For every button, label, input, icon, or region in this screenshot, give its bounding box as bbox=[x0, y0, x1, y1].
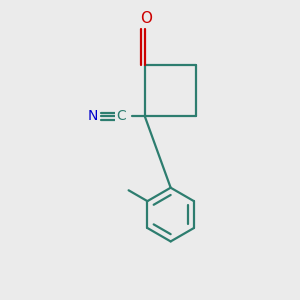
Text: N: N bbox=[88, 110, 98, 123]
Text: C: C bbox=[117, 110, 127, 123]
Text: O: O bbox=[140, 11, 152, 26]
